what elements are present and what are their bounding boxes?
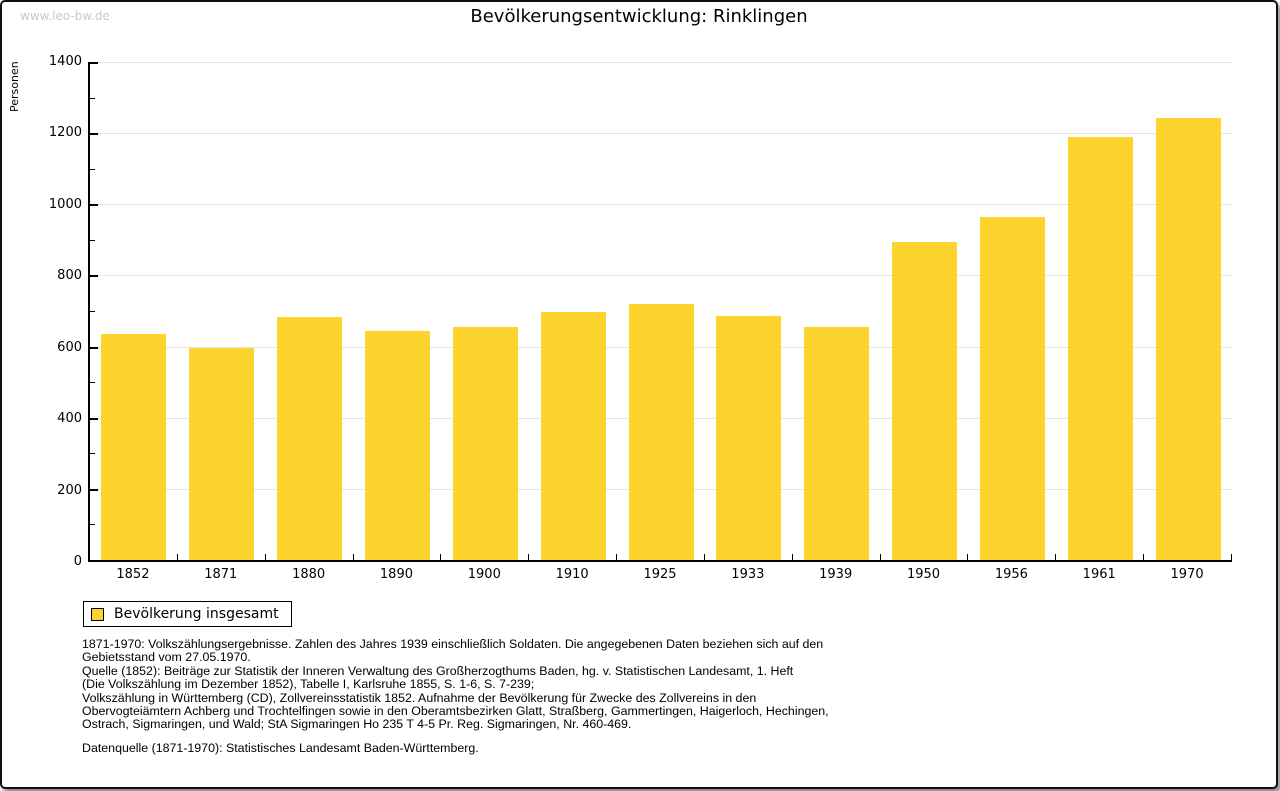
x-tick-label-1880: 1880 — [292, 567, 326, 582]
gridline-1400 — [90, 62, 1232, 63]
y-major-tick-400 — [90, 417, 98, 420]
x-tick-6 — [616, 554, 618, 560]
x-tick-label-1950: 1950 — [906, 567, 941, 582]
plot-area — [88, 62, 1232, 562]
gridline-800 — [90, 275, 1232, 277]
gridline-1000 — [90, 204, 1232, 206]
x-tick-5 — [528, 554, 530, 560]
x-tick-label-1970: 1970 — [1170, 567, 1204, 582]
x-tick-13 — [1231, 554, 1232, 560]
bar-1956 — [979, 217, 1045, 560]
y-minor-tick-500 — [90, 382, 95, 384]
y-major-tick-1400 — [90, 62, 98, 64]
x-tick-label-1910: 1910 — [555, 567, 589, 582]
bar-1910 — [540, 312, 606, 560]
y-minor-tick-1300 — [90, 97, 95, 99]
y-tick-label-200: 200 — [57, 482, 82, 498]
y-major-tick-1000 — [90, 204, 98, 207]
y-minor-tick-1100 — [90, 168, 95, 170]
x-tick-12 — [1143, 554, 1145, 560]
footnotes: 1871-1970: Volkszählungsergebnisse. Zahl… — [82, 637, 829, 732]
bar-1961 — [1067, 136, 1133, 560]
y-major-tick-600 — [90, 346, 98, 349]
y-tick-label-400: 400 — [57, 411, 82, 427]
y-tick-labels: 0 200 400 600 800 1000 1200 1400 — [2, 55, 82, 569]
x-tick-4 — [440, 554, 442, 560]
y-major-tick-800 — [90, 275, 98, 278]
x-tick-label-1961: 1961 — [1082, 567, 1116, 582]
bar-1933 — [716, 316, 782, 560]
y-tick-label-1000: 1000 — [48, 196, 82, 212]
y-tick-label-0: 0 — [73, 554, 82, 569]
y-minor-tick-100 — [90, 524, 95, 526]
gridline-1200 — [90, 133, 1232, 135]
chart-title: Bevölkerungsentwicklung: Rinklingen — [470, 6, 808, 27]
y-minor-tick-700 — [90, 311, 95, 312]
x-tick-label-1871: 1871 — [204, 567, 238, 582]
y-minor-tick-900 — [90, 239, 95, 241]
x-tick-label-1852: 1852 — [116, 567, 150, 582]
x-tick-3 — [352, 554, 354, 560]
x-tick-label-1900: 1900 — [467, 567, 501, 582]
y-tick-label-600: 600 — [57, 339, 82, 355]
bar-1852 — [101, 333, 167, 560]
x-tick-label-1939: 1939 — [819, 567, 853, 582]
x-tick-11 — [1055, 554, 1057, 560]
x-tick-labels: 1852 1871 1880 1890 1900 1910 1925 1933 1939 1950… — [89, 567, 1231, 583]
legend-label: Bevölkerung insgesamt — [114, 606, 279, 622]
y-tick-label-1200: 1200 — [48, 125, 82, 141]
x-tick-label-1956: 1956 — [994, 567, 1028, 582]
legend: Bevölkerung insgesamt — [83, 601, 292, 627]
y-tick-label-1400: 1400 — [48, 54, 82, 69]
y-tick-label-800: 800 — [57, 268, 82, 284]
bar-1890 — [364, 330, 430, 560]
x-tick-10 — [967, 554, 969, 560]
y-major-tick-1200 — [90, 133, 98, 136]
x-tick-1 — [176, 554, 178, 560]
footnote-source: Datenquelle (1871-1970): Statistisches L… — [82, 741, 479, 755]
x-tick-7 — [703, 554, 705, 560]
x-tick-9 — [879, 554, 881, 560]
bar-1880 — [277, 317, 343, 560]
bar-1970 — [1155, 118, 1221, 560]
bar-1871 — [189, 348, 255, 560]
y-major-tick-200 — [90, 488, 98, 491]
legend-swatch-icon — [91, 607, 104, 621]
x-tick-2 — [264, 554, 266, 560]
bar-1925 — [628, 303, 694, 560]
bar-1950 — [892, 241, 958, 560]
bar-1900 — [452, 327, 518, 560]
y-minor-tick-300 — [90, 453, 95, 455]
bar-1939 — [804, 327, 870, 560]
x-tick-label-1925: 1925 — [643, 567, 677, 582]
x-tick-label-1890: 1890 — [379, 567, 413, 582]
x-tick-8 — [791, 554, 793, 560]
x-tick-label-1933: 1933 — [731, 567, 765, 582]
watermark: www.leo-bw.de — [20, 9, 110, 23]
